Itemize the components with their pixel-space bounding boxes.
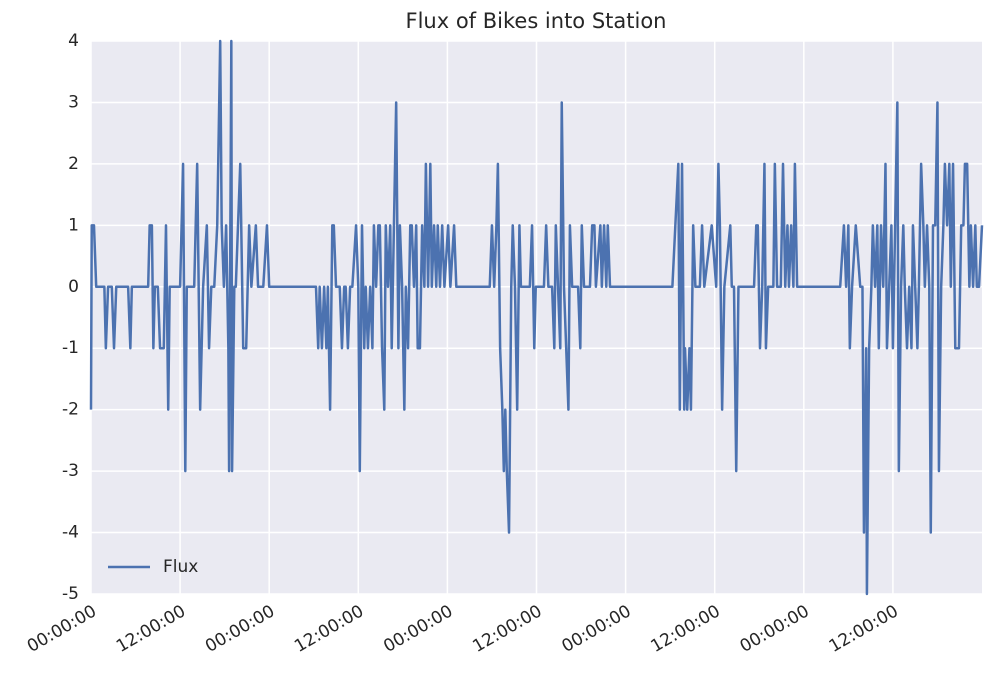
y-tick-label: -4 <box>62 523 79 543</box>
x-tick-label: 00:00:00 <box>202 601 278 657</box>
x-tick-label: 00:00:00 <box>737 601 813 657</box>
x-tick-label: 12:00:00 <box>113 601 189 657</box>
y-tick-label: 3 <box>68 92 79 112</box>
y-tick-label: -5 <box>62 584 79 604</box>
x-tick-label: 00:00:00 <box>24 601 100 657</box>
x-tick-label: 00:00:00 <box>558 601 634 657</box>
y-tick-label: 1 <box>68 215 79 235</box>
legend-label: Flux <box>163 557 198 577</box>
x-tick-label: 00:00:00 <box>380 601 456 657</box>
x-tick-label: 12:00:00 <box>469 601 545 657</box>
y-tick-label: 4 <box>68 31 79 51</box>
y-tick-label: 2 <box>68 154 79 174</box>
line <box>89 39 984 596</box>
x-tick-label: 12:00:00 <box>648 601 724 657</box>
y-tick-label: -1 <box>62 338 79 358</box>
x-tick-label: 12:00:00 <box>826 601 902 657</box>
y-tick-label: 0 <box>68 277 79 297</box>
y-tick-label: -2 <box>62 400 79 420</box>
chart-title: Flux of Bikes into Station <box>406 9 667 33</box>
y-tick-label: -3 <box>62 461 79 481</box>
x-tick-label: 12:00:00 <box>291 601 367 657</box>
